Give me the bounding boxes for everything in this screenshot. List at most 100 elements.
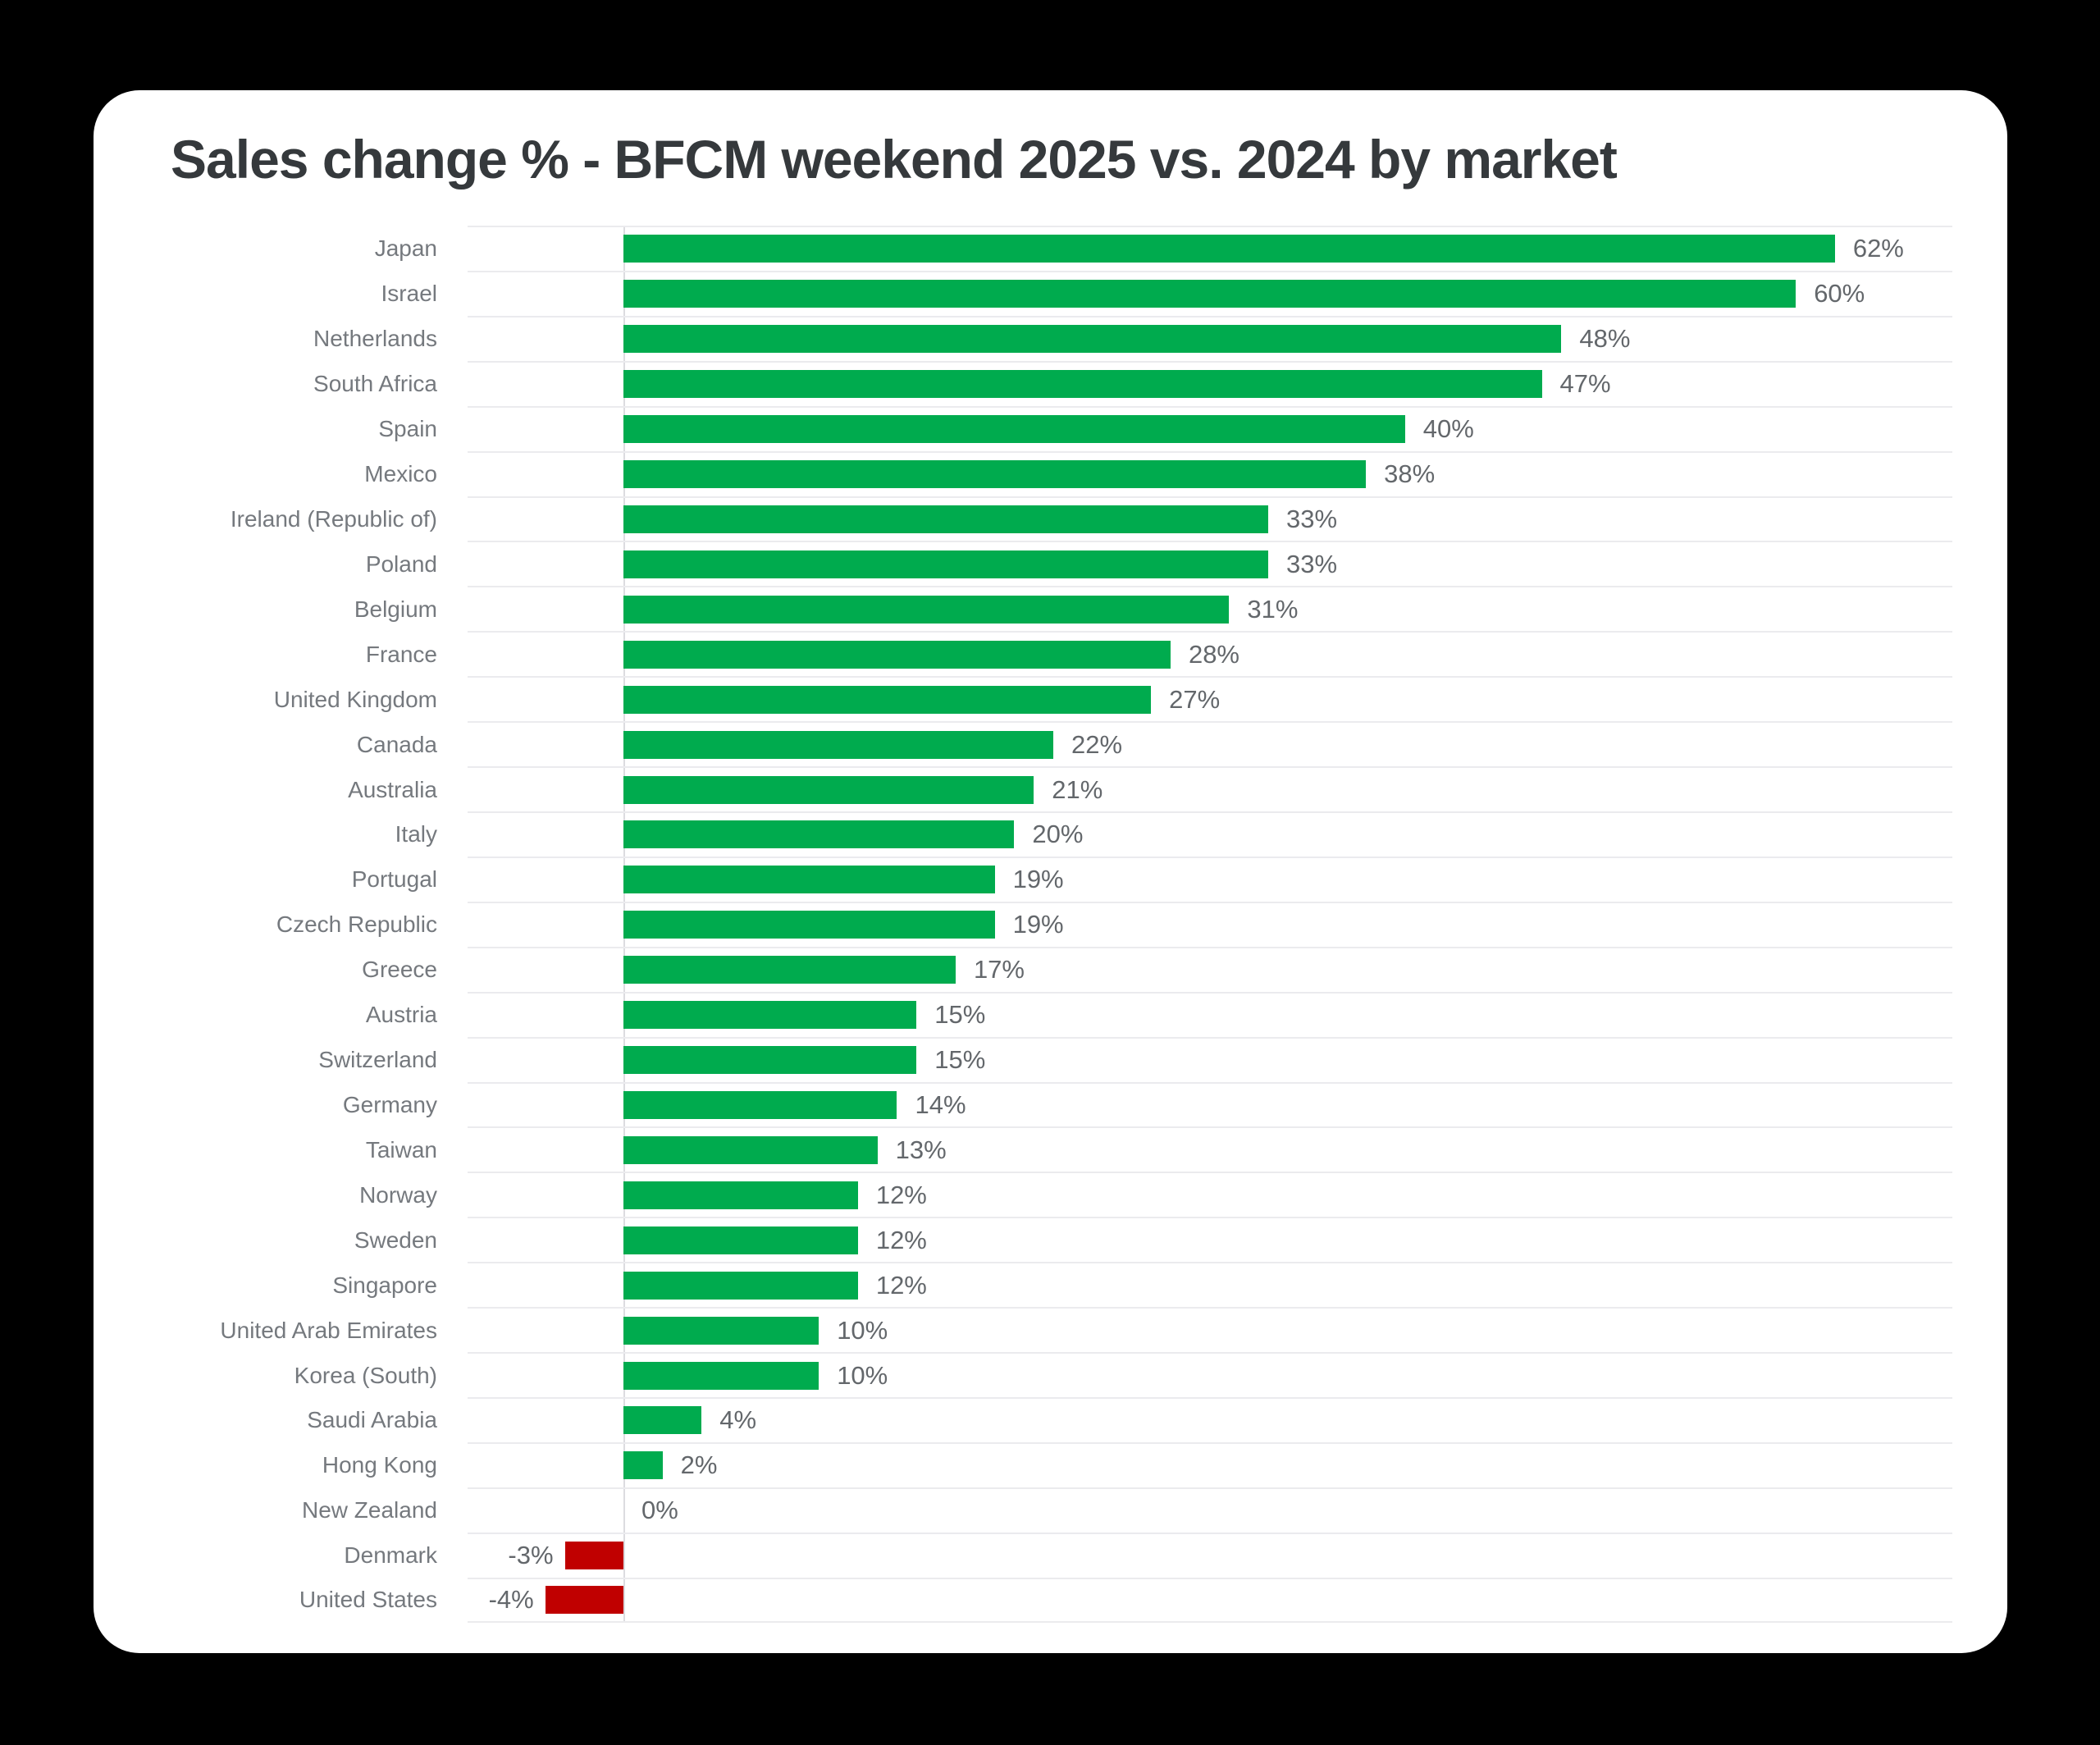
positive-bar (623, 956, 956, 984)
chart-row: Japan 62% (375, 226, 1952, 271)
category-label: South Africa (313, 371, 437, 397)
chart-row: Saudi Arabia 4% (307, 1396, 1952, 1442)
value-label: 40% (1422, 414, 1474, 444)
chart-row: Ireland (Republic of) 33% (231, 496, 1952, 541)
chart-row: France 28% (366, 631, 1952, 676)
positive-bar (623, 866, 995, 894)
category-label: Sweden (354, 1227, 437, 1253)
chart-row: United States -4% (299, 1577, 1952, 1623)
value-label: 0% (641, 1496, 678, 1525)
category-label: Greece (362, 957, 437, 983)
value-label: -3% (508, 1541, 554, 1570)
chart-row: Denmark -3% (344, 1532, 1952, 1578)
value-label: 33% (1286, 549, 1338, 578)
category-label: Italy (395, 821, 437, 847)
positive-bar (623, 325, 1562, 354)
positive-bar (623, 820, 1015, 849)
chart-row: Singapore 12% (332, 1262, 1952, 1307)
category-label: France (365, 641, 437, 667)
positive-bar (623, 1001, 917, 1030)
category-label: Switzerland (318, 1047, 437, 1073)
positive-bar (623, 1181, 858, 1209)
value-label: 62% (1852, 234, 1904, 263)
value-label: 21% (1052, 774, 1103, 804)
category-label: Israel (381, 281, 437, 307)
positive-bar (623, 1046, 917, 1075)
chart-row: United Kingdom 27% (274, 676, 1952, 721)
positive-bar (623, 1406, 702, 1435)
value-label: 17% (973, 955, 1025, 984)
value-label: 12% (875, 1225, 927, 1254)
positive-bar (623, 640, 1171, 669)
category-label: Mexico (364, 461, 437, 487)
category-label: Australia (348, 776, 437, 802)
category-label: Poland (365, 550, 437, 577)
value-label: 13% (895, 1135, 947, 1164)
category-label: Canada (356, 731, 437, 757)
chart-title: Sales change % - BFCM weekend 2025 vs. 2… (171, 129, 1618, 190)
value-label: 10% (837, 1315, 888, 1345)
chart-row: Netherlands 48% (313, 315, 1952, 361)
positive-bar (623, 280, 1796, 308)
positive-bar (623, 775, 1034, 804)
chart-row: Hong Kong 2% (322, 1441, 1952, 1487)
positive-bar (623, 595, 1230, 624)
chart-row: Czech Republic 19% (276, 901, 1952, 947)
value-label: 28% (1188, 639, 1239, 669)
category-label: Norway (359, 1181, 437, 1208)
value-label: 19% (1012, 865, 1064, 894)
value-label: 20% (1032, 820, 1084, 849)
category-label: United States (299, 1587, 437, 1613)
category-label: Netherlands (313, 326, 437, 352)
chart-row: Poland 33% (366, 541, 1952, 586)
value-label: 19% (1012, 910, 1064, 939)
chart-row: Israel 60% (381, 270, 1952, 316)
positive-bar (623, 460, 1367, 489)
category-label: Ireland (Republic of) (230, 505, 437, 532)
chart-row: Spain 40% (378, 405, 1952, 451)
positive-bar (623, 550, 1269, 578)
positive-bar (623, 1451, 663, 1480)
category-label: Denmark (344, 1542, 437, 1569)
category-label: Taiwan (365, 1136, 437, 1163)
positive-bar (623, 730, 1054, 759)
chart-row: Germany 14% (343, 1081, 1952, 1127)
value-label: 2% (680, 1450, 718, 1480)
value-label: 12% (875, 1270, 927, 1300)
chart-row: Korea (South) 10% (294, 1352, 1952, 1397)
chart-row: Belgium 31% (354, 586, 1952, 631)
chart-row: Italy 20% (395, 811, 1952, 857)
chart-row: Portugal 19% (352, 856, 1952, 902)
category-label: Saudi Arabia (307, 1407, 437, 1433)
value-label: -4% (488, 1585, 534, 1615)
bar-chart: Japan 62% Israel 60% Netherlands 48% South Afr… (220, 226, 1952, 1623)
chart-row: Greece 17% (362, 946, 1952, 992)
value-label: 38% (1384, 459, 1436, 489)
positive-bar (623, 505, 1269, 533)
category-label: New Zealand (302, 1497, 437, 1523)
positive-bar (623, 685, 1152, 714)
chart-rows: Japan 62% Israel 60% Netherlands 48% South Afr… (220, 226, 1952, 1623)
category-label: Spain (378, 416, 437, 442)
chart-row: Taiwan 13% (366, 1126, 1952, 1172)
chart-card: Sales change % - BFCM weekend 2025 vs. 2… (94, 90, 2007, 1653)
negative-bar (564, 1542, 623, 1570)
value-label: 47% (1559, 369, 1611, 399)
value-label: 48% (1579, 324, 1631, 354)
positive-bar (623, 1361, 819, 1390)
chart-row: Norway 12% (359, 1172, 1952, 1217)
category-label: Germany (342, 1091, 437, 1117)
positive-bar (623, 1226, 858, 1254)
category-label: United Arab Emirates (220, 1317, 437, 1343)
category-label: Portugal (351, 866, 437, 893)
chart-row: Austria 15% (366, 991, 1952, 1037)
positive-bar (623, 1271, 858, 1300)
value-label: 33% (1286, 504, 1338, 533)
chart-row: Switzerland 15% (318, 1036, 1952, 1082)
positive-bar (623, 911, 995, 939)
positive-bar (623, 1316, 819, 1345)
category-label: Hong Kong (322, 1452, 437, 1478)
negative-bar (545, 1586, 623, 1615)
positive-bar (623, 235, 1835, 263)
